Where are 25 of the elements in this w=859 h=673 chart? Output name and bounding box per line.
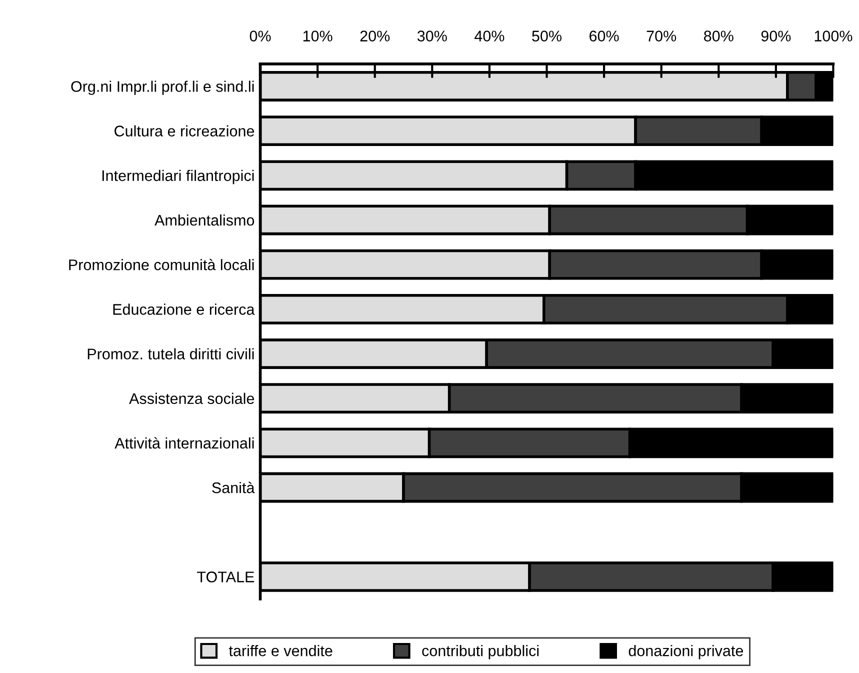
y-tick-label: Promoz. tutela diritti civili <box>88 348 254 360</box>
y-tick-label: Ambientalismo <box>154 214 254 226</box>
y-tick-label: Sanità <box>212 482 255 494</box>
y-tick-label: Cultura e ricreazione <box>114 125 254 136</box>
x-tick-label: 40% <box>474 30 504 42</box>
x-tick-label: 80% <box>704 30 734 42</box>
x-tick-label: 10% <box>303 30 332 42</box>
x-tick-label: 20% <box>360 30 390 42</box>
x-tick-label: 60% <box>590 30 619 42</box>
x-tick-label: 70% <box>646 30 676 42</box>
y-tick-label: Assistenza sociale <box>129 392 254 404</box>
x-tick-label: 30% <box>417 30 447 42</box>
y-tick-label: Educazione e ricerca <box>113 304 255 315</box>
x-tick-label: 0% <box>250 30 271 42</box>
y-tick-label: Intermediari filantropici <box>102 170 254 184</box>
y-tick-label: Attività internazionali <box>114 437 254 449</box>
x-tick-label: 90% <box>761 30 791 42</box>
legend-label: contributi pubblici <box>422 645 539 660</box>
y-tick-label: Promozione comunità locali <box>69 258 254 270</box>
legend-label: donazioni private <box>628 645 743 660</box>
x-tick-label: 50% <box>532 30 562 42</box>
y-tick-label: Org.ni Impr.li prof.li e sind.li <box>71 80 254 95</box>
y-tick-label: TOTALE <box>197 572 254 582</box>
x-tick-label: 100% <box>814 30 852 42</box>
legend-label: tariffe e vendite <box>228 645 332 656</box>
